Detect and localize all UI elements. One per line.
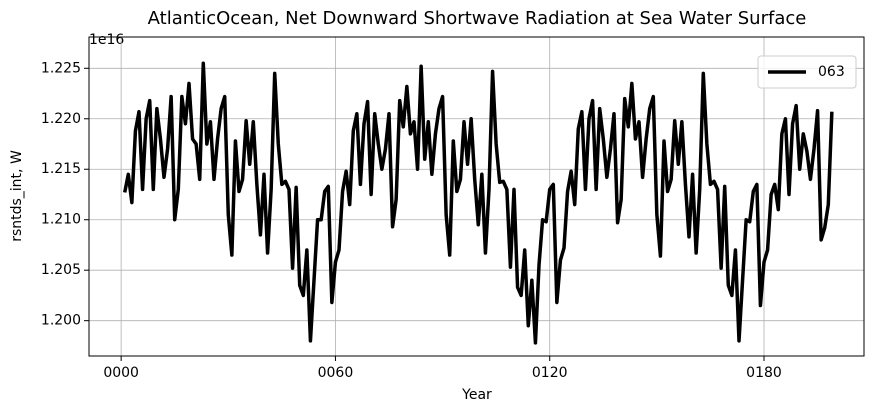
- data-line: [122, 61, 834, 345]
- x-tick-label: 0000: [103, 365, 139, 381]
- legend-box: [757, 55, 857, 89]
- y-axis-label: rsntds_int, W: [9, 150, 25, 242]
- y-offset-label: 1e16: [89, 32, 124, 48]
- y-tick-label: 1.220: [41, 111, 81, 127]
- plot-frame: [88, 36, 865, 357]
- x-tick-label: 0120: [532, 365, 568, 381]
- y-tick-label: 1.215: [41, 161, 81, 177]
- x-tick-label: 0060: [318, 365, 354, 381]
- legend-label: 063: [818, 64, 845, 80]
- x-axis-label: Year: [461, 387, 492, 403]
- y-tick-label: 1.205: [41, 262, 81, 278]
- y-tick-label: 1.210: [41, 212, 81, 228]
- y-tick-label: 1.225: [41, 60, 81, 76]
- y-tick-label: 1.200: [41, 313, 81, 329]
- chart-title: AtlanticOcean, Net Downward Shortwave Ra…: [148, 8, 807, 29]
- x-tick-label: 0180: [746, 365, 782, 381]
